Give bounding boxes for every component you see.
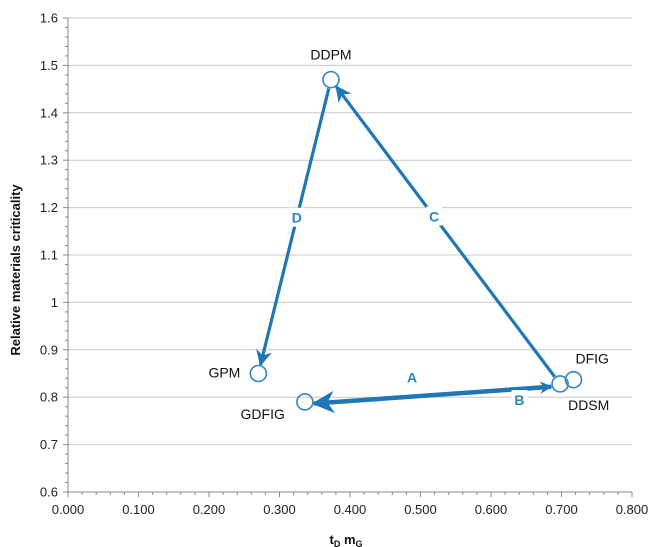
y-tick-label: 0.7 — [40, 437, 58, 452]
gridlines — [68, 17, 632, 446]
x-tick-label: 0.800 — [616, 502, 649, 517]
point-marker-ddsm — [551, 375, 569, 393]
arrow-label-bg — [404, 367, 421, 387]
x-tick-label: 0.000 — [52, 502, 85, 517]
y-tick-label: 0.9 — [40, 342, 58, 357]
x-tick-label: 0.700 — [545, 502, 578, 517]
arrow-label-bg — [511, 390, 528, 410]
x-axis-title-sub-g: G — [356, 539, 363, 547]
point-marker-ddpm — [322, 70, 340, 89]
arrow-label-c: C — [429, 209, 439, 225]
y-tick-label: 1 — [51, 295, 58, 310]
arrow-label-bg — [426, 206, 443, 226]
x-axis-title-sub-d: D — [334, 539, 341, 547]
point-label-ddsm: DDSM — [568, 397, 609, 413]
markers — [249, 70, 583, 411]
x-tick-label: 0.200 — [193, 502, 226, 517]
y-axis-title: Relative materials criticality — [8, 184, 23, 356]
point-label-ddpm: DDPM — [310, 47, 351, 63]
point-marker-gpm — [249, 364, 268, 383]
y-tick-label: 1.6 — [40, 11, 58, 26]
point-marker-gdfig — [296, 393, 314, 411]
x-tick-label: 0.300 — [263, 502, 296, 517]
point-labels: DDPM GPM GDFIG DDSM DFIG — [208, 47, 609, 422]
x-axis-title: tD mG — [329, 532, 362, 547]
y-tick-label: 1.4 — [40, 105, 58, 120]
arrow-label-d: D — [292, 210, 302, 226]
x-tick-labels: 0.000 0.100 0.200 0.300 0.400 0.500 0.600 0.700… — [52, 502, 649, 517]
point-label-gdfig: GDFIG — [241, 406, 285, 422]
x-tick-label: 0.600 — [475, 502, 508, 517]
x-tick-label: 0.400 — [334, 502, 367, 517]
y-tick-label: 1.5 — [40, 58, 58, 73]
point-label-gpm: GPM — [208, 365, 240, 381]
arrow-label-a: A — [407, 369, 417, 385]
x-axis-title-main: t — [329, 532, 334, 547]
y-tick-label: 1.1 — [40, 248, 58, 263]
arrow-label-b: B — [514, 392, 524, 408]
axes — [63, 17, 633, 497]
arrow-c — [335, 85, 556, 378]
y-tick-labels: 0.6 0.7 0.8 0.9 1 1.1 1.2 1.3 1.4 1.5 1.6 — [40, 11, 58, 500]
arrow-b — [313, 381, 553, 405]
point-label-dfig: DFIG — [575, 351, 608, 367]
y-tick-label: 1.3 — [40, 153, 58, 168]
y-tick-label: 0.6 — [40, 485, 58, 500]
y-tick-label: 1.2 — [40, 200, 58, 215]
x-tick-label: 0.500 — [404, 502, 437, 517]
y-tick-label: 0.8 — [40, 390, 58, 405]
arrow-label-bg — [288, 207, 305, 227]
point-marker-dfig — [564, 370, 583, 389]
x-tick-label: 0.100 — [122, 502, 155, 517]
arrow-labels: A B C D — [288, 206, 528, 410]
arrows — [256, 85, 556, 414]
x-axis-title-mid: m — [340, 532, 355, 547]
